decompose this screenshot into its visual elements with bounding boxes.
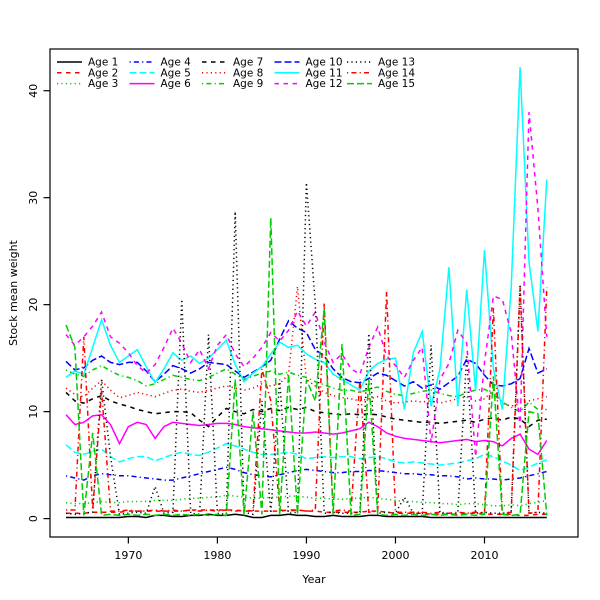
legend-label-age-7: Age 7 xyxy=(233,57,263,69)
series-age-7-line xyxy=(65,391,547,428)
series-age-12-line xyxy=(65,112,548,457)
legend-label-age-15: Age 15 xyxy=(378,78,415,90)
series-age-1-line xyxy=(66,513,547,519)
plot-box xyxy=(49,48,579,538)
series-age-4-line xyxy=(65,466,547,481)
x-tick-label: 1990 xyxy=(292,549,320,562)
legend-label-age-9: Age 9 xyxy=(233,78,263,90)
legend-label-age-1: Age 1 xyxy=(88,57,118,69)
series-age-13-line xyxy=(65,182,547,516)
legend-label-age-12: Age 12 xyxy=(306,78,343,90)
x-tick-label: 2000 xyxy=(381,549,409,562)
legend-label-age-2: Age 2 xyxy=(88,67,118,79)
y-axis-title: Stock mean weight xyxy=(7,239,20,345)
legend-label-age-11: Age 11 xyxy=(306,67,343,79)
legend-label-age-13: Age 13 xyxy=(378,57,415,69)
series-age-15-line xyxy=(65,217,548,517)
series-age-6-line xyxy=(65,414,548,456)
series-age-3-line xyxy=(65,494,547,507)
y-tick-label: 40 xyxy=(27,84,40,98)
legend-label-age-5: Age 5 xyxy=(161,67,191,79)
legend-label-age-3: Age 3 xyxy=(88,78,118,90)
legend-label-age-10: Age 10 xyxy=(306,57,343,69)
y-tick-label: 0 xyxy=(27,515,40,522)
legend-label-age-8: Age 8 xyxy=(233,67,263,79)
x-tick-label: 2010 xyxy=(471,549,499,562)
y-tick-label: 10 xyxy=(27,405,40,419)
x-axis-title: Year xyxy=(301,573,326,586)
series-age-11-line xyxy=(65,67,548,410)
series-age-9-line xyxy=(65,364,547,413)
y-tick-label: 20 xyxy=(27,298,40,312)
legend-label-age-14: Age 14 xyxy=(378,67,415,79)
legend-label-age-4: Age 4 xyxy=(161,57,192,69)
series-age-14-line xyxy=(66,287,548,515)
series-age-5-line xyxy=(65,442,548,472)
y-tick-label: 30 xyxy=(27,191,40,205)
series-age-10-line xyxy=(65,319,548,391)
legend-label-age-6: Age 6 xyxy=(161,78,192,90)
x-tick-label: 1980 xyxy=(203,549,231,562)
x-tick-label: 1970 xyxy=(114,549,142,562)
